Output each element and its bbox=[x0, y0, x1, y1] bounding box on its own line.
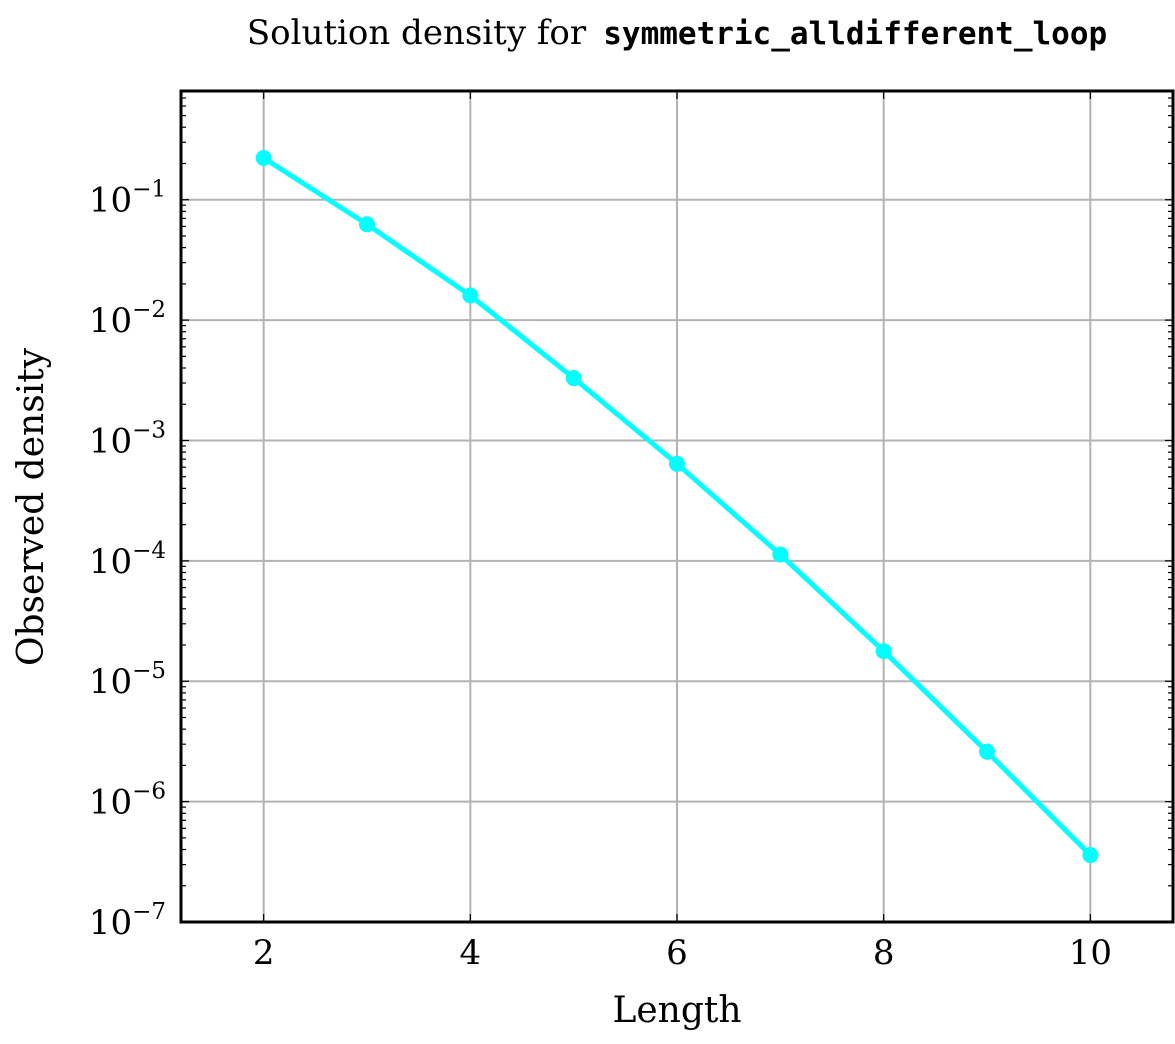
chart-title-prefix: Solution density for bbox=[247, 13, 587, 53]
y-tick-label: 10−7 bbox=[89, 899, 166, 943]
y-tick-label: 10−2 bbox=[89, 297, 166, 341]
y-tick-labels: 10−710−610−510−410−310−210−1 bbox=[89, 177, 166, 943]
data-point bbox=[462, 287, 479, 304]
x-tick-label: 10 bbox=[1069, 933, 1112, 973]
y-tick-base: 10 bbox=[89, 662, 132, 702]
x-axis-label: Length bbox=[612, 990, 741, 1031]
data-point bbox=[669, 455, 685, 472]
y-axis-label: Observed density bbox=[11, 347, 52, 666]
plot-frame bbox=[179, 89, 1175, 924]
y-tick-exponent: −5 bbox=[132, 658, 166, 684]
data-point bbox=[979, 743, 995, 760]
x-tick-label: 6 bbox=[666, 933, 688, 973]
y-tick-exponent: −2 bbox=[132, 297, 166, 323]
series-layer bbox=[255, 150, 1099, 864]
y-tick-base: 10 bbox=[89, 181, 132, 221]
y-tick-label: 10−1 bbox=[89, 177, 166, 221]
x-tick-label: 4 bbox=[460, 933, 482, 973]
x-tick-labels: 2 4 6 8 10 bbox=[253, 933, 1112, 973]
x-tick-label: 8 bbox=[873, 933, 895, 973]
data-point bbox=[359, 216, 375, 233]
data-point bbox=[1082, 847, 1099, 864]
data-point bbox=[772, 546, 789, 563]
y-tick-base: 10 bbox=[89, 903, 132, 943]
y-tick-exponent: −7 bbox=[132, 899, 166, 925]
y-tick-base: 10 bbox=[89, 542, 132, 582]
data-point bbox=[255, 150, 272, 167]
data-point bbox=[875, 643, 892, 660]
y-tick-base: 10 bbox=[89, 421, 132, 461]
y-tick-exponent: −6 bbox=[132, 779, 166, 805]
x-tick-label: 2 bbox=[253, 933, 275, 973]
y-tick-label: 10−6 bbox=[89, 779, 166, 823]
y-tick-label: 10−4 bbox=[89, 538, 166, 582]
y-tick-base: 10 bbox=[89, 783, 132, 823]
y-tick-label: 10−3 bbox=[89, 417, 166, 461]
data-point bbox=[565, 370, 582, 387]
y-tick-label: 10−5 bbox=[89, 658, 166, 702]
chart-title: Solution density for symmetric_alldiffer… bbox=[247, 13, 1107, 53]
y-tick-base: 10 bbox=[89, 301, 132, 341]
y-tick-exponent: −4 bbox=[132, 538, 166, 564]
y-tick-exponent: −3 bbox=[132, 417, 166, 443]
grid-lines bbox=[181, 91, 1173, 922]
y-tick-exponent: −1 bbox=[132, 177, 166, 203]
chart-title-code: symmetric_alldifferent_loop bbox=[603, 16, 1107, 52]
